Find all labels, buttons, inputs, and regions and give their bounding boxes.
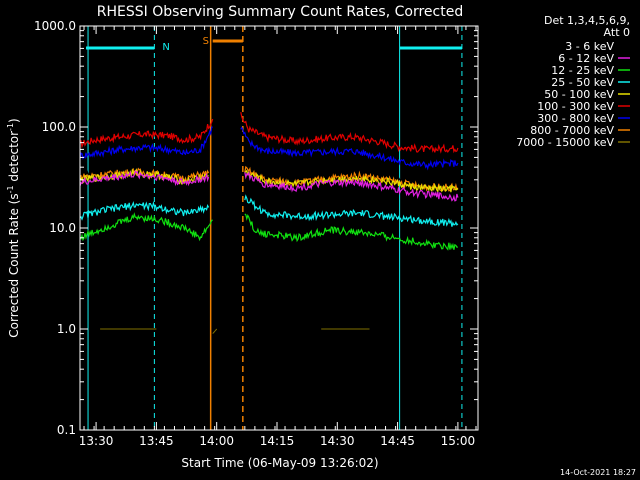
saa-flag-label: S — [203, 36, 209, 47]
y-axis-label: Corrected Count Rate (s-1 detector-1) — [6, 118, 21, 337]
x-tick-label: 14:00 — [199, 434, 234, 448]
legend-entry-label: 300 - 800 keV — [537, 112, 614, 125]
legend-entry-label: 50 - 100 keV — [544, 88, 614, 101]
timestamp: 14-Oct-2021 18:27 — [560, 468, 636, 477]
series-line-6-12-kev-seg0 — [79, 169, 210, 187]
tick-labels: 1000.0 100.0 10.0 1.0 0.113:30 13:45 14:00 14:1… — [34, 19, 475, 448]
y-tick-label: 0.1 — [57, 423, 76, 437]
legend-header: Det 1,3,4,5,6,9, — [544, 14, 630, 27]
legend-entry-label: 6 - 12 keV — [558, 52, 614, 65]
legend-header: Att 0 — [604, 26, 630, 39]
x-tick-label: 14:30 — [320, 434, 355, 448]
series-line-25-50-kev-seg1 — [244, 194, 459, 227]
y-tick-label: 100.0 — [42, 120, 76, 134]
series-line-300-800-kev-seg1 — [240, 126, 459, 171]
chart-title: RHESSI Observing Summary Count Rates, Co… — [97, 4, 463, 20]
x-tick-label: 15:00 — [441, 434, 476, 448]
x-tick-label: 14:15 — [260, 434, 295, 448]
series-line-100-300-kev-seg0 — [79, 118, 214, 149]
series-line-300-800-kev-seg0 — [79, 126, 213, 160]
series-group — [79, 111, 459, 334]
legend-entry-label: 3 - 6 keV — [565, 40, 614, 53]
legend-entry-label: 800 - 7000 keV — [530, 124, 614, 137]
legend-entry-label: 100 - 300 keV — [537, 100, 614, 113]
series-line-7000-15000-kev-seg1 — [212, 328, 218, 334]
y-tick-label: 1000.0 — [34, 19, 76, 33]
x-tick-label: 14:45 — [380, 434, 415, 448]
plot-area: NS — [86, 26, 463, 430]
series-line-100-300-kev-seg1 — [240, 111, 459, 154]
x-tick-label: 13:30 — [79, 434, 114, 448]
legend-entry-label: 25 - 50 keV — [551, 76, 614, 89]
series-line-12-25-kev-seg0 — [79, 212, 213, 242]
night-flag-label: N — [162, 42, 169, 53]
y-tick-label: 10.0 — [49, 221, 76, 235]
legend-entry-label: 12 - 25 keV — [551, 64, 614, 77]
axes-frame — [79, 25, 479, 431]
series-line-25-50-kev-seg0 — [79, 200, 210, 221]
x-tick-label: 13:45 — [139, 434, 174, 448]
y-tick-label: 1.0 — [57, 322, 76, 336]
x-axis-label: Start Time (06-May-09 13:26:02) — [181, 456, 378, 470]
legend-entry-label: 7000 - 15000 keV — [516, 136, 614, 149]
series-line-6-12-kev-seg1 — [244, 171, 459, 202]
series-line-12-25-kev-seg1 — [244, 213, 459, 251]
